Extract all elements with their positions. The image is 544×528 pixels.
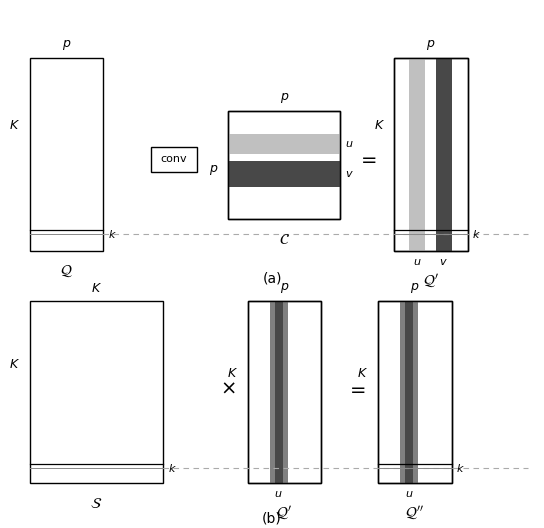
Text: $k$: $k$ [108, 229, 116, 240]
Text: $K$: $K$ [227, 367, 238, 380]
Text: $v$: $v$ [345, 168, 354, 178]
Bar [409, 58, 425, 251]
Text: conv: conv [161, 155, 187, 164]
Bar [394, 58, 468, 251]
Bar [378, 301, 452, 483]
Text: $u$: $u$ [345, 139, 354, 149]
Bar [270, 301, 288, 483]
Text: $p$: $p$ [209, 163, 219, 177]
Bar [228, 134, 340, 154]
Text: $K$: $K$ [9, 119, 20, 132]
Bar [248, 301, 321, 483]
Bar [436, 58, 452, 251]
Text: $v$: $v$ [439, 257, 448, 267]
Text: $p$: $p$ [62, 37, 71, 52]
Text: $k$: $k$ [168, 462, 176, 474]
Text: (b): (b) [262, 511, 282, 525]
Text: $\mathcal{Q}'$: $\mathcal{Q}'$ [276, 503, 292, 521]
Bar [228, 111, 340, 219]
Bar [30, 301, 163, 483]
Text: (a): (a) [262, 272, 282, 286]
Text: $=$: $=$ [346, 379, 367, 398]
Text: $\mathcal{Q}$: $\mathcal{Q}$ [60, 264, 73, 279]
Text: $p$: $p$ [280, 90, 289, 105]
Bar [378, 301, 452, 483]
Text: $k$: $k$ [456, 462, 465, 474]
Text: $p$: $p$ [280, 280, 289, 295]
Bar [30, 58, 103, 251]
Bar [151, 147, 197, 172]
Text: $u$: $u$ [405, 489, 413, 499]
Bar [228, 111, 340, 219]
Bar [228, 161, 340, 187]
Text: $=$: $=$ [357, 149, 378, 168]
Text: $\mathcal{Q}^{\prime\prime}$: $\mathcal{Q}^{\prime\prime}$ [405, 503, 424, 521]
Text: $\mathcal{S}$: $\mathcal{S}$ [90, 496, 103, 511]
Text: $\mathcal{C}$: $\mathcal{C}$ [279, 232, 289, 247]
Bar [405, 301, 413, 483]
Text: $\mathcal{Q}'$: $\mathcal{Q}'$ [423, 271, 439, 289]
Text: $\times$: $\times$ [220, 379, 235, 398]
Text: $K$: $K$ [374, 119, 385, 132]
Bar [394, 58, 468, 251]
Text: $K$: $K$ [357, 367, 368, 380]
Bar [400, 301, 418, 483]
Text: $p$: $p$ [426, 37, 436, 52]
Text: $K$: $K$ [9, 358, 20, 371]
Text: $u$: $u$ [275, 489, 283, 499]
Text: $K$: $K$ [91, 281, 102, 295]
Bar [248, 301, 321, 483]
Bar [275, 301, 283, 483]
Text: $u$: $u$ [413, 257, 422, 267]
Text: $p$: $p$ [410, 280, 419, 295]
Text: $k$: $k$ [472, 229, 481, 240]
